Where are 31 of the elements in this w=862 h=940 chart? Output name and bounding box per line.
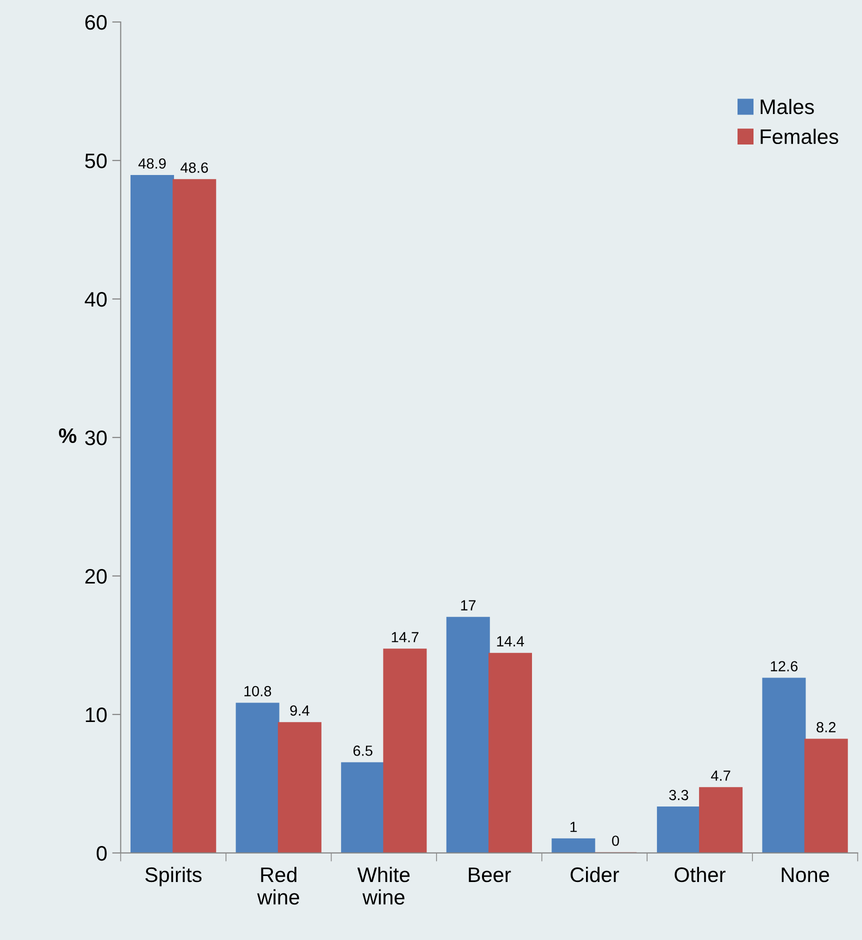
y-tick-label: 30: [85, 430, 107, 446]
data-label: 14.4: [497, 636, 524, 646]
x-tick-label: Beer: [468, 868, 511, 882]
y-tick-label: 40: [84, 292, 107, 307]
data-label: 14.7: [392, 632, 418, 642]
data-label: 3.3: [669, 790, 688, 800]
data-label: 12.6: [770, 661, 798, 672]
data-label: 9.4: [290, 705, 310, 716]
data-label: 1: [570, 822, 577, 832]
data-label: 6.5: [353, 746, 372, 756]
x-tick-label: Other: [674, 866, 726, 882]
legend-label: Males: [760, 98, 814, 114]
data-label: 0: [612, 836, 620, 846]
y-tick-label: 60: [85, 14, 107, 30]
data-label: 8.2: [816, 722, 836, 732]
legend-label: Females: [760, 128, 838, 144]
y-tick-label: 20: [85, 568, 107, 584]
data-label: 4.7: [711, 770, 730, 781]
x-tick-label: Spirits: [145, 866, 202, 886]
data-label: 10.8: [244, 686, 272, 696]
y-tick-label: 10: [86, 707, 107, 722]
x-tick-label: Red wine: [257, 866, 300, 905]
y-tick-label: 0: [96, 846, 107, 861]
data-label: 48.6: [180, 162, 208, 173]
x-tick-label: Cider: [570, 866, 620, 882]
y-axis-title: %: [58, 428, 76, 444]
data-label: 17: [461, 600, 476, 610]
x-tick-label: None: [782, 868, 830, 882]
y-tick-label: 50: [85, 153, 107, 168]
x-tick-label: White wine: [357, 866, 410, 905]
data-label: 48.9: [138, 158, 166, 169]
